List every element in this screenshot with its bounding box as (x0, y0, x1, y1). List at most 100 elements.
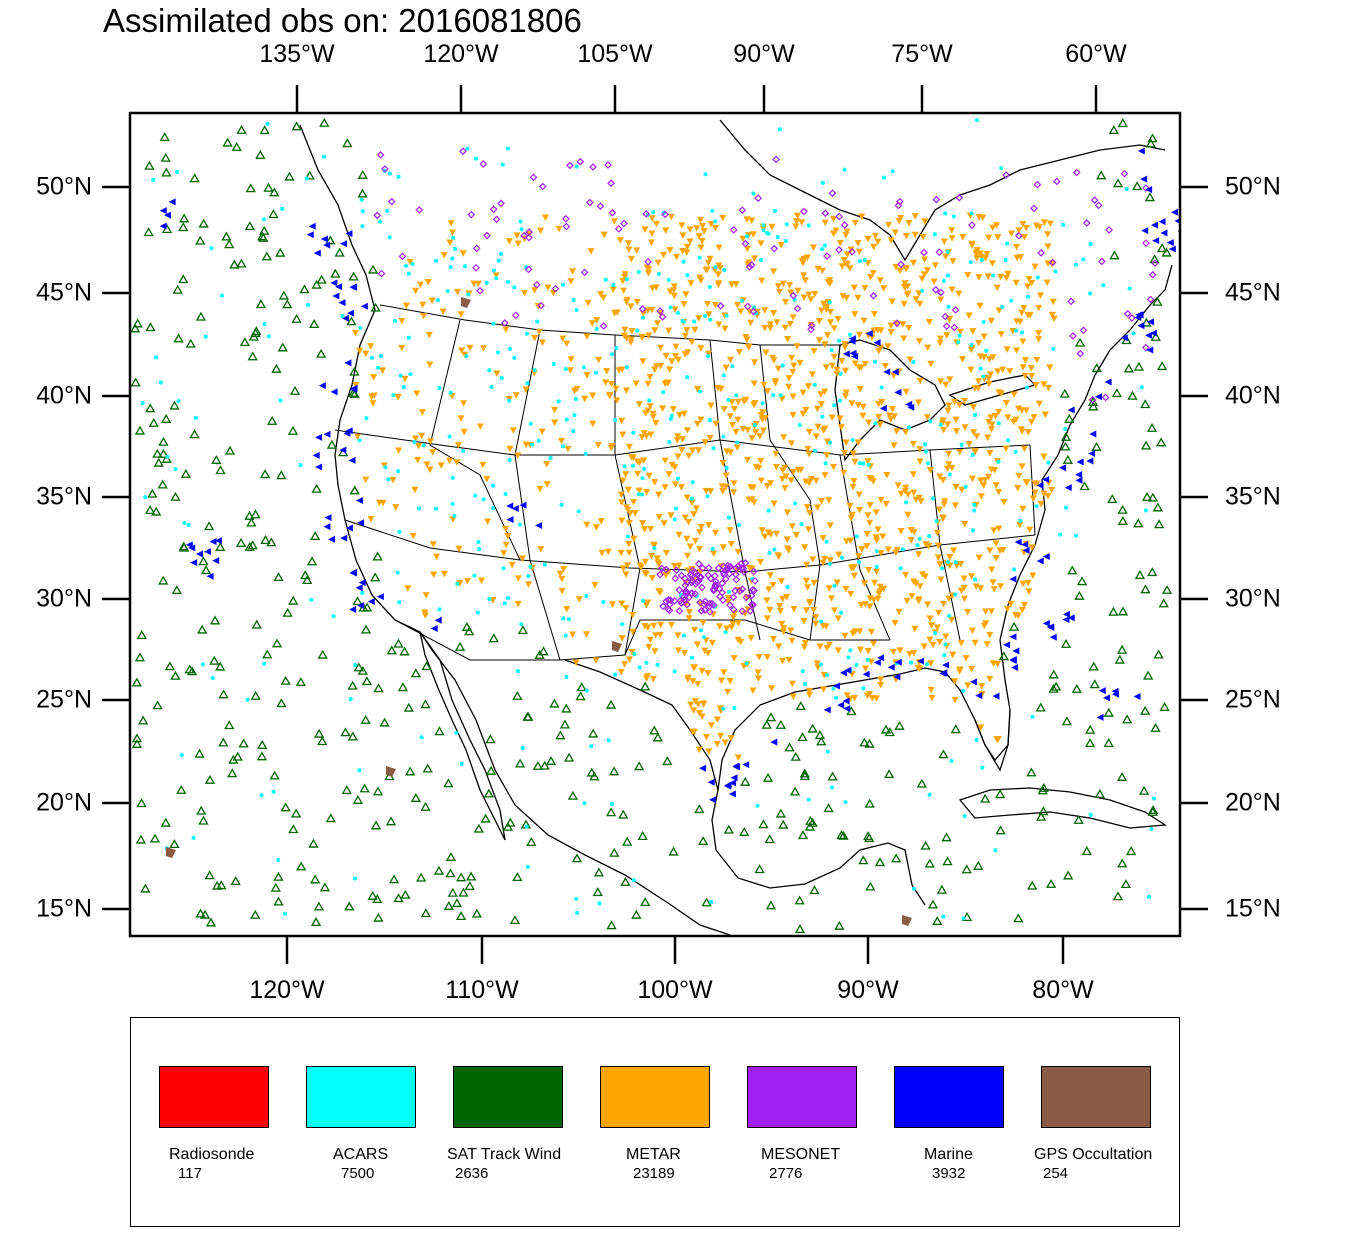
sat-track-wind-marker (485, 734, 496, 744)
acars-marker (209, 246, 214, 251)
sat-track-wind-marker (950, 724, 961, 734)
acars-marker (724, 466, 729, 471)
sat-track-wind-marker (269, 770, 280, 780)
metar-marker (870, 310, 878, 318)
metar-marker (679, 436, 687, 443)
metar-marker (838, 263, 846, 270)
metar-marker (356, 347, 364, 355)
metar-marker (715, 244, 723, 252)
metar-marker (759, 409, 767, 416)
metar-marker (394, 394, 402, 401)
acars-marker (760, 401, 765, 406)
marine-marker (905, 400, 913, 408)
sat-track-wind-marker (880, 724, 892, 734)
sat-track-wind-marker (171, 585, 182, 595)
sat-track-wind-marker (1027, 880, 1038, 890)
acars-marker (466, 292, 471, 297)
metar-marker (988, 260, 996, 267)
sat-track-wind-marker (399, 646, 410, 656)
sat-track-wind-marker (300, 570, 311, 580)
acars-marker (927, 533, 932, 538)
metar-marker (718, 563, 726, 570)
sat-track-wind-marker (637, 831, 648, 841)
sat-track-wind-marker (1060, 431, 1072, 441)
metar-marker (902, 484, 910, 492)
metar-marker (644, 270, 652, 277)
acars-marker (755, 803, 760, 808)
acars-marker (624, 365, 629, 370)
acars-marker (823, 461, 828, 466)
sat-track-wind-marker (517, 625, 529, 635)
metar-marker (1013, 244, 1021, 251)
metar-marker (838, 357, 846, 365)
acars-marker (507, 458, 512, 463)
mesonet-marker (848, 247, 856, 256)
metar-marker (627, 303, 635, 311)
metar-marker (651, 327, 659, 334)
metar-marker (589, 420, 597, 428)
acars-marker (574, 896, 579, 901)
metar-marker (916, 377, 924, 385)
metar-marker (541, 214, 549, 222)
observation-points (130, 117, 1180, 934)
acars-marker (722, 268, 727, 273)
marine-marker (1009, 575, 1017, 583)
metar-marker (896, 647, 904, 654)
metar-marker (775, 288, 783, 296)
acars-marker (158, 380, 163, 385)
acars-marker (176, 399, 181, 404)
metar-marker (770, 357, 778, 364)
metar-marker (805, 479, 813, 487)
sat-track-wind-marker (259, 125, 270, 135)
legend-count: 7500 (341, 1165, 375, 1182)
metar-marker (958, 486, 966, 494)
metar-marker (892, 263, 900, 271)
sat-track-wind-marker (995, 825, 1006, 835)
acars-marker (304, 176, 309, 181)
sat-track-wind-marker (349, 485, 360, 495)
acars-marker (707, 284, 712, 289)
marine-marker (212, 557, 220, 565)
metar-marker (857, 601, 865, 609)
metar-marker (1044, 384, 1052, 392)
marine-marker (335, 283, 343, 291)
marine-marker (1098, 687, 1106, 695)
mesonet-marker (932, 195, 941, 204)
acars-marker (561, 616, 566, 621)
metar-marker (945, 461, 953, 468)
sat-track-wind-marker (153, 457, 164, 467)
mesonet-marker (511, 311, 520, 320)
metar-marker (446, 457, 454, 465)
metar-marker (866, 603, 874, 610)
metar-marker (691, 664, 699, 671)
metar-marker (793, 218, 801, 225)
acars-marker (843, 800, 848, 805)
metar-marker (697, 524, 705, 531)
acars-marker (848, 648, 853, 653)
acars-marker (433, 506, 438, 511)
metar-marker (993, 284, 1001, 292)
metar-marker (760, 381, 768, 389)
marine-marker (1146, 318, 1154, 326)
metar-marker (824, 332, 832, 339)
metar-marker (810, 579, 818, 587)
sat-track-wind-marker (668, 846, 679, 856)
metar-marker (502, 326, 510, 333)
acars-marker (1018, 518, 1023, 523)
metar-marker (802, 406, 810, 414)
metar-marker (891, 229, 899, 236)
acars-marker (680, 318, 685, 323)
metar-marker (639, 520, 647, 527)
marine-marker (1150, 221, 1158, 229)
mesonet-marker (1072, 168, 1081, 177)
acars-marker (721, 434, 726, 439)
metar-marker (644, 673, 652, 680)
metar-marker (763, 483, 771, 490)
metar-marker (646, 403, 654, 410)
metar-marker (362, 350, 370, 358)
sat-track-wind-marker (701, 897, 712, 907)
metar-marker (800, 644, 808, 651)
marine-marker (339, 240, 347, 248)
metar-marker (1032, 381, 1040, 389)
metar-marker (621, 326, 629, 334)
